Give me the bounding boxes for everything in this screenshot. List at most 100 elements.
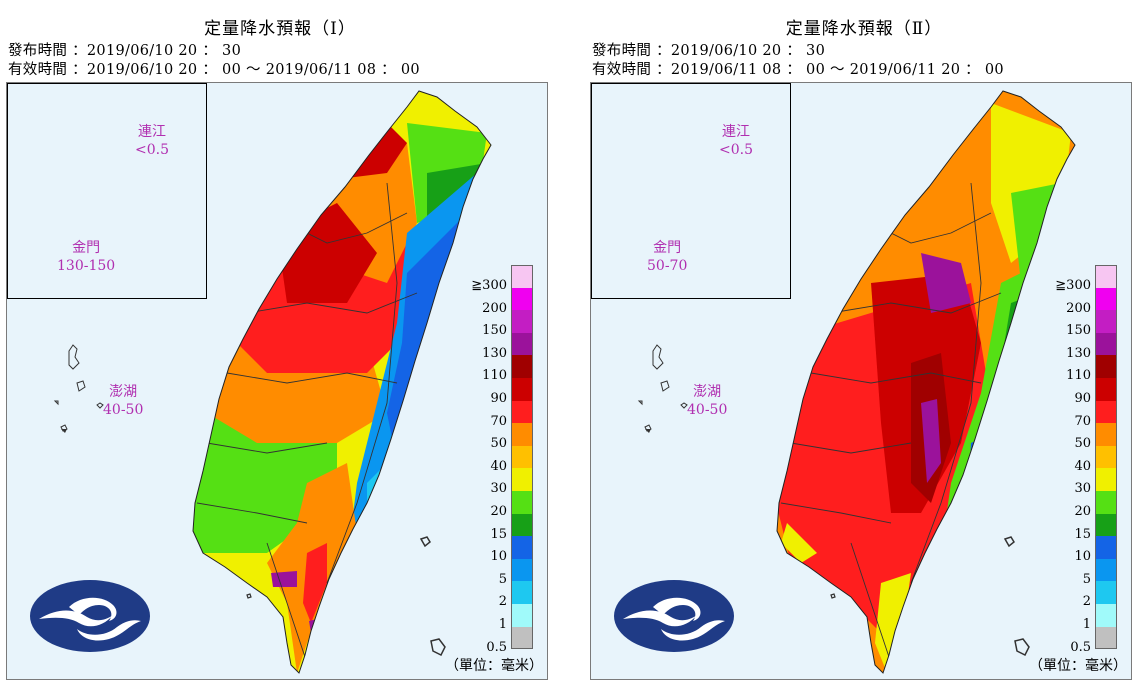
legend-swatch [511,377,533,401]
matsu-label: 連江 <0.5 [719,123,753,159]
legend-swatch [511,355,533,378]
legend-tick-label: 5 [498,571,507,587]
rainfall-map: 連江 <0.5 金門 50-70 澎湖 40-50 ≧300 200 150 130 1… [590,82,1132,680]
cwb-logo-icon [30,580,150,652]
legend-swatch [1095,581,1117,604]
legend-tick-label: 10 [1074,549,1091,565]
legend-tick-label: 1 [498,616,507,632]
legend-swatch [1095,287,1117,311]
penghu-value: 40-50 [687,402,728,418]
legend-entry: 1 [453,603,533,632]
legend-swatch [511,400,533,424]
matsu-name: 連江 [138,124,166,140]
cwb-logo-icon [614,580,734,652]
legend-tick-label: 15 [1074,526,1091,542]
legend-entry: 150 [453,310,533,338]
forecast-panel-2: 定量降水預報（Ⅱ） 發布時間 ：2019/06/10 20 ： 30 有效時間 … [590,0,1138,685]
legend-entry: 5 [453,558,533,587]
kinmen-value: 50-70 [647,258,688,274]
legend-swatch [511,536,533,559]
legend-tick-label: 90 [1074,390,1091,406]
legend-swatch [1095,400,1117,424]
legend-entry: 2 [453,581,533,609]
legend-tick-label: 15 [490,526,507,542]
legend-entry: 5 [1037,558,1117,587]
legend-swatch [511,423,533,446]
legend-swatch [511,558,533,582]
legend-tick-label: 30 [1074,481,1091,497]
legend-swatch [511,513,533,537]
offshore-islands-inset [7,83,207,299]
offshore-islands-inset [591,83,791,299]
matsu-value: <0.5 [719,142,753,158]
panel-title: 定量降水預報（Ⅰ） [204,19,356,39]
legend-tick-label: 2 [498,594,507,610]
matsu-value: <0.5 [135,142,169,158]
legend-entry: 150 [1037,310,1117,338]
legend-tick-label: 0.5 [486,639,507,655]
legend-swatch [1095,355,1117,378]
legend-tick-label: 200 [482,300,507,316]
legend-swatch [511,490,533,514]
legend-tick-label: ≧300 [471,278,507,293]
legend-entry: 200 [453,287,533,316]
legend-entry: 110 [1037,355,1117,383]
matsu-name: 連江 [722,124,750,140]
unit-label: （單位：毫米） [445,658,543,674]
legend-swatch [511,265,533,288]
legend-tick-label: 1 [1082,616,1091,632]
legend-swatch [1095,265,1117,288]
issue-time: 發布時間 ：2019/06/10 20 ： 30 [592,43,826,59]
legend-tick-label: 20 [1074,503,1091,519]
legend-swatch [511,310,533,333]
legend-entry: 10 [1037,536,1117,564]
legend-tick-label: 50 [1074,436,1091,452]
legend-tick-label: 150 [1066,323,1091,339]
legend-tick-label: 90 [490,390,507,406]
legend-tick-label: 110 [1066,368,1091,384]
valid-time: 有效時間 ：2019/06/11 08 ： 00 〜 2019/06/11 20… [592,62,1004,78]
legend-entry: 15 [1037,513,1117,542]
legend-tick-label: 70 [1074,413,1091,429]
legend-swatch [1095,536,1117,559]
taiwan-rainfall-map [591,83,1076,674]
legend-tick-label: 110 [482,368,507,384]
legend-swatch [1095,423,1117,446]
legend-entry: 1 [1037,603,1117,632]
legend-swatch [1095,490,1117,514]
legend-entry: 50 [453,423,533,451]
legend-swatch [1095,377,1117,401]
legend-tick-label: 20 [490,503,507,519]
legend-swatch [1095,468,1117,491]
legend-tick-label: 10 [490,549,507,565]
unit-label: （單位：毫米） [1029,658,1127,674]
legend-swatch [1095,332,1117,356]
legend-entry: 110 [453,355,533,383]
penghu-label: 澎湖 40-50 [103,383,143,419]
legend-tick-label: ≧300 [1055,278,1091,293]
legend-swatch [511,581,533,604]
legend-entry: 30 [1037,468,1117,496]
legend-entry: 40 [1037,445,1117,474]
legend-swatch [1095,626,1117,650]
legend-entry: 130 [453,332,533,361]
legend-entry: 200 [1037,287,1117,316]
kinmen-label: 金門 130-150 [57,239,115,275]
forecast-panel-1: 定量降水預報（Ⅰ） 發布時間 ：2019/06/10 20 ： 30 有效時間 … [6,0,554,685]
legend-entry: 0.5 [453,626,533,655]
penghu-value: 40-50 [103,402,144,418]
penghu-name: 澎湖 [693,384,722,400]
kinmen-value: 130-150 [57,258,116,274]
legend-swatch [511,332,533,356]
legend-entry: 90 [1037,377,1117,406]
legend-entry: 30 [453,468,533,496]
legend-entry: 70 [453,400,533,429]
legend-entry: 20 [453,490,533,519]
legend-tick-label: 130 [482,345,507,361]
legend-tick-label: 40 [490,458,507,474]
legend-tick-label: 5 [1082,571,1091,587]
legend-tick-label: 130 [1066,345,1091,361]
legend-swatch [1095,558,1117,582]
legend-entry: 50 [1037,423,1117,451]
legend-swatch [511,603,533,627]
